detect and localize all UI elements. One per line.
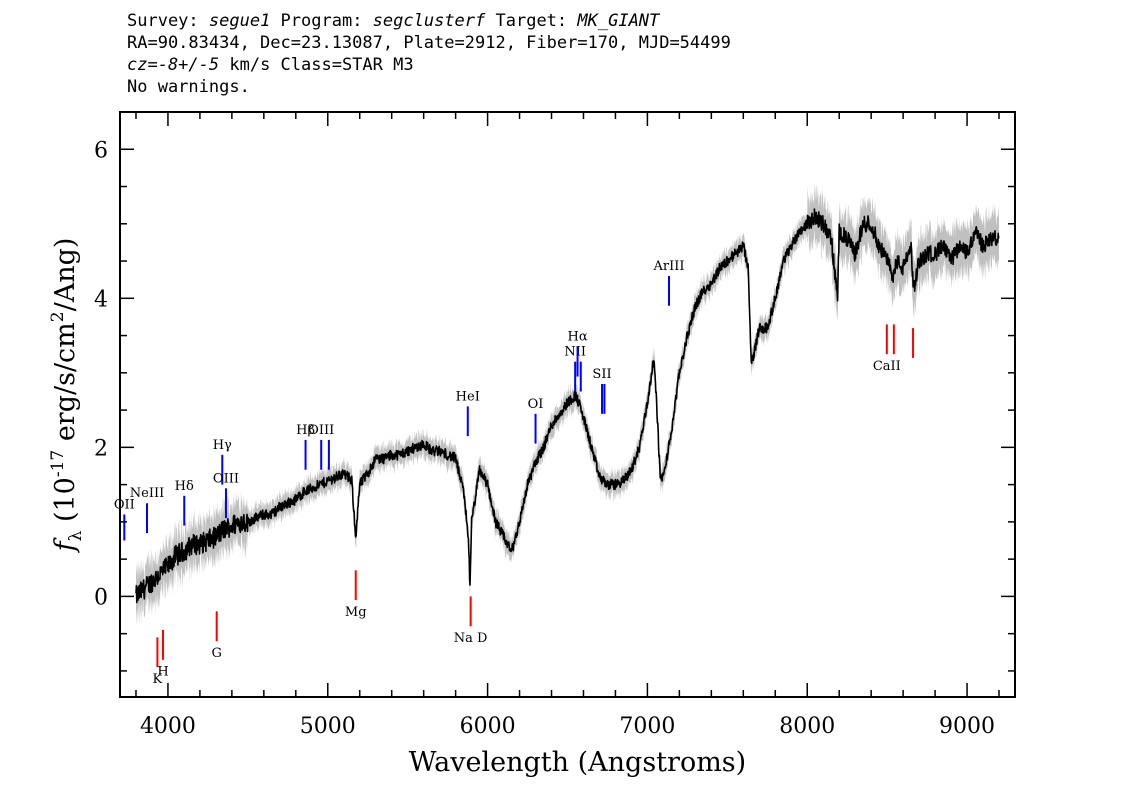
x-tick-label: 9000 bbox=[939, 714, 995, 739]
header-line-warnings: No warnings. bbox=[127, 77, 250, 97]
emission-line-label: OI bbox=[528, 397, 544, 412]
absorption-line-label: CaII bbox=[873, 359, 901, 374]
emission-line-label: OIII bbox=[213, 471, 239, 486]
absorption-line-label: G bbox=[211, 646, 221, 661]
class-text: km/s Class=STAR M3 bbox=[219, 55, 414, 75]
emission-line-label: Hγ bbox=[213, 438, 232, 453]
absorption-line-label: K bbox=[153, 672, 163, 687]
emission-line-label: Hα bbox=[568, 330, 588, 345]
program-name: segclusterf bbox=[372, 11, 486, 31]
target-prefix: Target: bbox=[485, 11, 578, 31]
emission-line-label: Hβ bbox=[296, 423, 315, 438]
x-tick-label: 5000 bbox=[300, 714, 356, 739]
emission-line-label: NeIII bbox=[130, 486, 164, 501]
x-axis-label: Wavelength (Angstroms) bbox=[409, 747, 746, 778]
x-tick-label: 4000 bbox=[140, 714, 196, 739]
axes: 4000 5000 6000 7000 8000 9000 0 2 4 6 Wavelength (… bbox=[48, 111, 1016, 778]
line-markers: OIINeIIIHδHγOIIIHβOIIIOIIIHeIOINIIHαNIIS… bbox=[114, 259, 915, 687]
emission-line-label: HeI bbox=[456, 389, 480, 404]
header-line-coordinates: RA=90.83434, Dec=23.13087, Plate=2912, F… bbox=[127, 33, 731, 53]
emission-line-label: NII bbox=[564, 345, 586, 360]
x-tick-label: 7000 bbox=[619, 714, 675, 739]
emission-line-label: OIII bbox=[308, 423, 334, 438]
absorption-line-label: Na D bbox=[454, 631, 488, 646]
target-name: MK_GIANT bbox=[577, 11, 660, 31]
y-tick-label: 2 bbox=[94, 436, 108, 461]
flux-line bbox=[135, 208, 1000, 604]
flux-series bbox=[135, 208, 1000, 604]
absorption-line-label: Mg bbox=[345, 605, 367, 620]
x-tick-label: 8000 bbox=[779, 714, 835, 739]
emission-line-label: SII bbox=[592, 367, 611, 382]
emission-line-label: ArIII bbox=[652, 259, 684, 274]
emission-line-label: Hδ bbox=[175, 479, 194, 494]
y-tick-label: 0 bbox=[94, 585, 108, 610]
redshift-value: cz=-8+/-5 bbox=[127, 55, 220, 75]
y-tick-label: 6 bbox=[94, 138, 108, 163]
survey-prefix: Survey: bbox=[127, 11, 209, 31]
y-tick-label: 4 bbox=[94, 287, 108, 312]
absorption-line-label: H bbox=[157, 665, 168, 680]
survey-name: segue1 bbox=[208, 11, 271, 31]
x-tick-label: 6000 bbox=[460, 714, 516, 739]
header-line-survey: Survey: segue1 Program: segclusterf Targ… bbox=[127, 10, 731, 32]
spectrum-header: Survey: segue1 Program: segclusterf Targ… bbox=[127, 10, 731, 98]
header-line-redshift: cz=-8+/-5 km/s Class=STAR M3 bbox=[127, 54, 731, 76]
y-axis-label: fλ (10-17 erg/s/cm2/Ang) bbox=[48, 238, 86, 554]
program-prefix: Program: bbox=[270, 11, 373, 31]
plot-frame bbox=[119, 111, 1016, 698]
